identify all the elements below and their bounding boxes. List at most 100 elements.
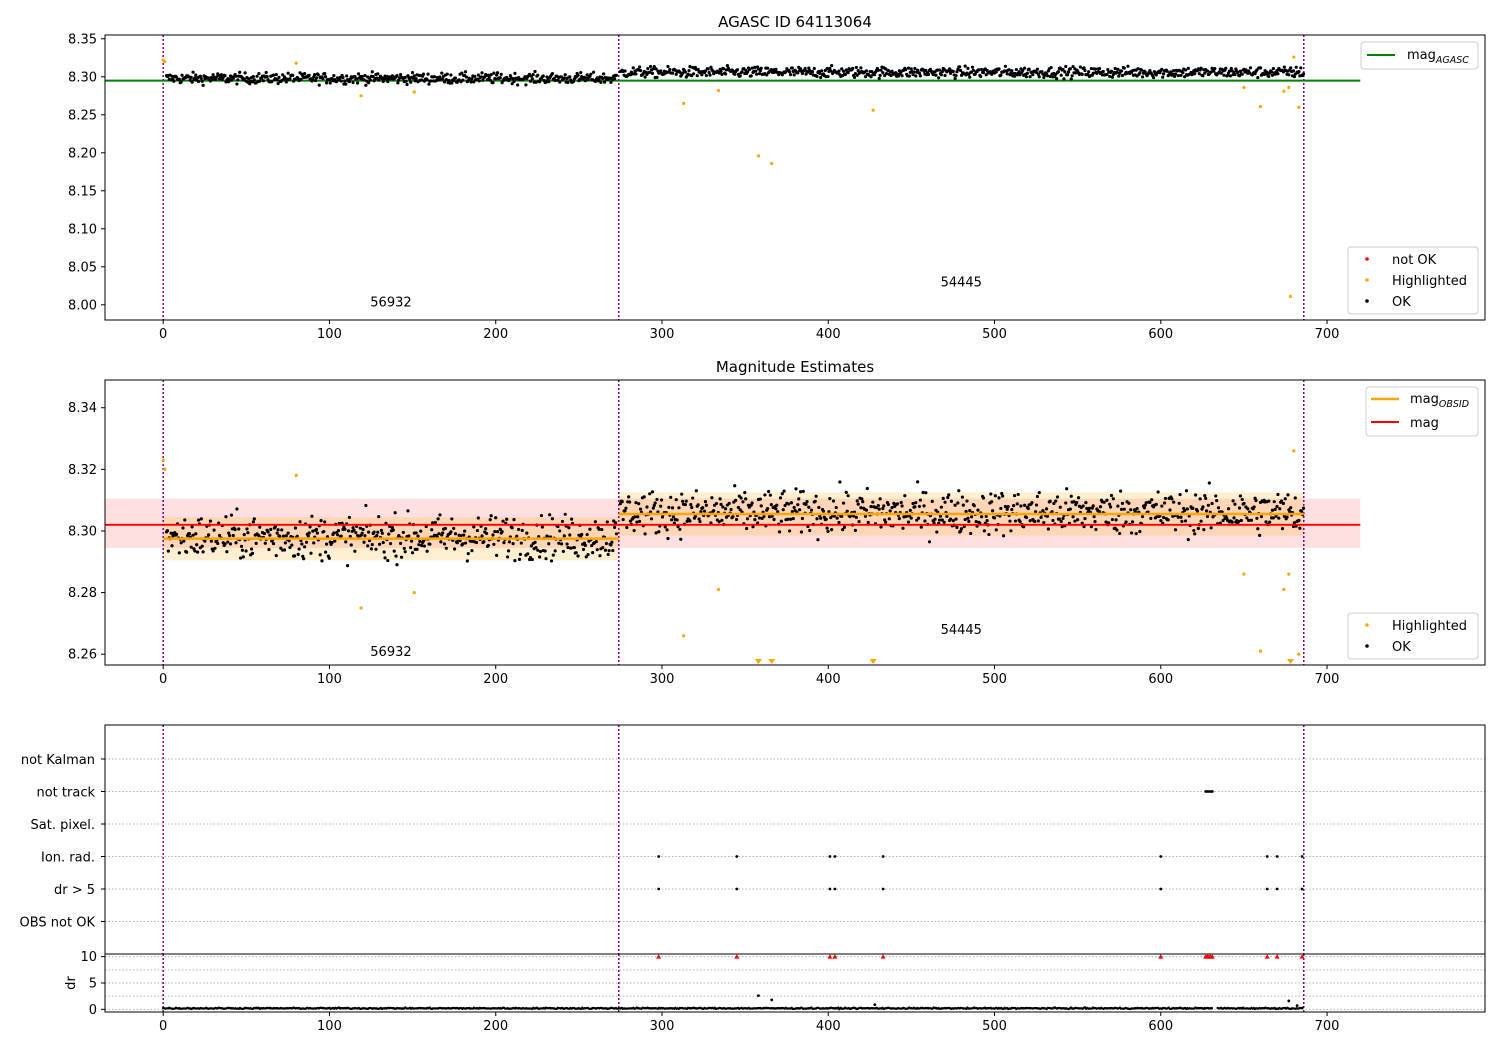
estimates-ok-point <box>349 543 353 547</box>
estimates-ok-point <box>1237 506 1242 510</box>
estimates-ok-point <box>798 508 802 512</box>
agasc-ok-point <box>450 81 454 85</box>
agasc-ok-point <box>666 64 670 69</box>
agasc-ok-point <box>774 67 778 71</box>
agasc-ok-point <box>235 82 239 86</box>
estimates-ok-point <box>196 550 200 554</box>
estimates-ok-point <box>512 518 516 522</box>
flag-point <box>881 855 885 858</box>
agasc-ok-point <box>683 70 687 74</box>
estimates-ok-point <box>345 564 350 568</box>
estimates-ok-point <box>486 543 491 548</box>
dr-point <box>1301 1006 1304 1009</box>
agasc-ok-point <box>196 79 201 84</box>
estimates-ok-point <box>954 517 958 521</box>
estimates-ok-point <box>919 525 923 529</box>
estimates-ok-point <box>945 514 949 519</box>
agasc-ok-point <box>404 79 408 83</box>
agasc-ok-point <box>1258 66 1263 70</box>
agasc-xtick-label: 500 <box>982 327 1007 342</box>
estimates-ok-point <box>235 507 239 511</box>
agasc-ytick-label: 8.25 <box>68 108 97 123</box>
estimates-ok-point <box>825 526 829 530</box>
estimates-ok-point <box>269 527 273 532</box>
estimates-ok-point <box>717 520 721 524</box>
agasc-ok-point <box>851 66 855 71</box>
flags-axes-frame <box>104 724 1486 954</box>
estimates-ok-point <box>1183 519 1188 523</box>
estimates-ok-point <box>410 551 415 555</box>
dr-point <box>873 1003 877 1007</box>
agasc-ok-point <box>177 77 181 81</box>
estimates-ok-point <box>254 541 258 545</box>
estimates-ok-point <box>1271 516 1275 520</box>
estimates-ok-point <box>1133 509 1137 513</box>
estimates-ok-point <box>1220 510 1224 514</box>
estimates-ok-point <box>480 534 484 538</box>
estimates-ok-point <box>1191 506 1195 510</box>
estimates-ok-point <box>200 544 204 548</box>
agasc-ok-point <box>265 74 269 79</box>
agasc-ok-point <box>1229 66 1233 71</box>
estimates-ok-point <box>813 499 817 503</box>
estimates-ok-point <box>604 541 608 546</box>
agasc-ok-point <box>602 80 607 84</box>
estimates-ok-point <box>1102 500 1106 504</box>
estimates-ok-point <box>1057 517 1061 521</box>
agasc-ok-point <box>410 70 415 75</box>
estimates-ok-point <box>962 524 966 529</box>
estimates-ok-point <box>320 559 324 563</box>
estimates-ok-point <box>790 509 794 514</box>
agasc-ok-point <box>511 77 515 81</box>
estimates-ok-point <box>381 540 385 545</box>
estimates-ok-point <box>776 510 780 514</box>
agasc-ok-point <box>243 71 247 75</box>
agasc-highlighted-point <box>359 94 363 98</box>
estimates-ok-point <box>623 509 627 513</box>
offscale-marker <box>754 659 762 664</box>
dr-xtick-label: 700 <box>1315 1019 1340 1034</box>
estimates-ok-point <box>324 542 329 546</box>
estimates-ok-point <box>876 504 880 508</box>
estimates-ok-point <box>739 496 743 500</box>
estimates-ok-point <box>1018 520 1022 524</box>
estimates-ok-point <box>576 554 580 558</box>
dr-point <box>1287 999 1291 1003</box>
estimates-ok-point <box>1196 526 1200 531</box>
estimates-ok-point <box>1277 516 1281 520</box>
estimates-ok-point <box>914 501 918 505</box>
estimates-ok-point <box>526 552 530 556</box>
estimates-ok-point <box>789 501 794 505</box>
agasc-ok-point <box>723 72 728 76</box>
agasc-ok-point <box>959 68 963 73</box>
estimates-ok-point <box>877 507 881 511</box>
estimates-ok-point <box>364 503 368 508</box>
agasc-ok-point <box>200 79 204 83</box>
estimates-highlighted-point <box>1282 587 1286 592</box>
agasc-ok-point <box>990 72 994 76</box>
agasc-highlighted-point <box>1287 85 1291 90</box>
agasc-ok-point <box>480 71 484 75</box>
estimates-ok-point <box>819 516 823 520</box>
estimates-ok-point <box>376 530 380 534</box>
agasc-ok-point <box>706 67 710 71</box>
agasc-ok-point <box>1265 70 1269 74</box>
flag-point <box>657 855 661 858</box>
estimates-ok-point <box>976 508 980 512</box>
estimates-ok-point <box>225 550 229 554</box>
agasc-ok-point <box>190 80 194 84</box>
estimates-ok-point <box>1085 506 1089 511</box>
agasc-ok-point <box>321 77 325 81</box>
estimates-ok-point <box>251 520 255 524</box>
dr-point <box>770 998 774 1002</box>
agasc-ok-point <box>1061 67 1065 72</box>
estimates-ok-point <box>989 492 993 496</box>
estimates-ok-point <box>657 530 661 534</box>
flag-point <box>1300 855 1304 858</box>
estimates-ok-point <box>613 521 618 525</box>
agasc-ok-point <box>688 65 692 69</box>
agasc-ok-point <box>623 69 627 73</box>
estimates-ok-point <box>935 530 939 534</box>
estimates-points-legend <box>1347 612 1479 660</box>
estimates-ok-point <box>266 530 270 534</box>
